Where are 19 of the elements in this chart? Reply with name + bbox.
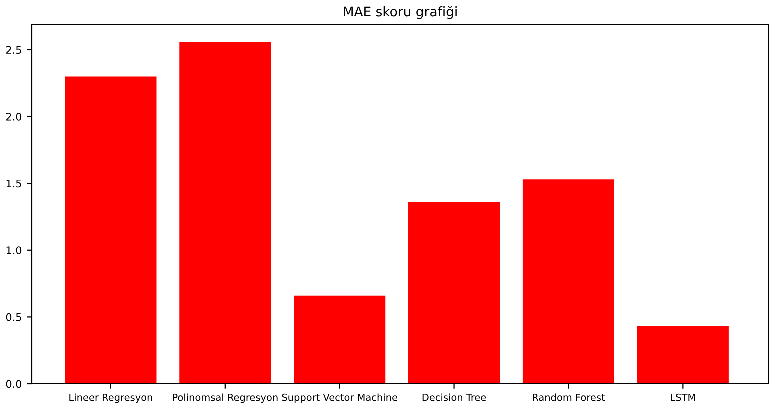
bar xyxy=(180,42,272,384)
bar xyxy=(637,326,729,384)
bar xyxy=(522,180,615,384)
y-tick-label: 2.0 xyxy=(6,113,22,121)
y-tick-label: 1.5 xyxy=(6,180,22,188)
x-tick-label: Polinomsal Regresyon xyxy=(173,394,278,404)
y-tick-label: 0.5 xyxy=(6,313,22,322)
y-tick-label: 2.5 xyxy=(6,46,22,54)
bar xyxy=(294,296,386,384)
x-tick-label: Decision Tree xyxy=(422,394,486,402)
x-tick-label: Lineer Regresyon xyxy=(70,394,152,404)
bar xyxy=(65,76,157,384)
y-tick-label: 1.0 xyxy=(6,246,22,254)
bar xyxy=(408,202,500,384)
x-tick-label: Support Vector Machine xyxy=(282,394,398,404)
x-tick-label: Random Forest xyxy=(533,394,606,402)
x-tick-label: LSTM xyxy=(671,394,696,402)
chart-title: MAE skoru grafiği xyxy=(344,6,457,20)
y-tick-label: 0.0 xyxy=(6,380,22,388)
